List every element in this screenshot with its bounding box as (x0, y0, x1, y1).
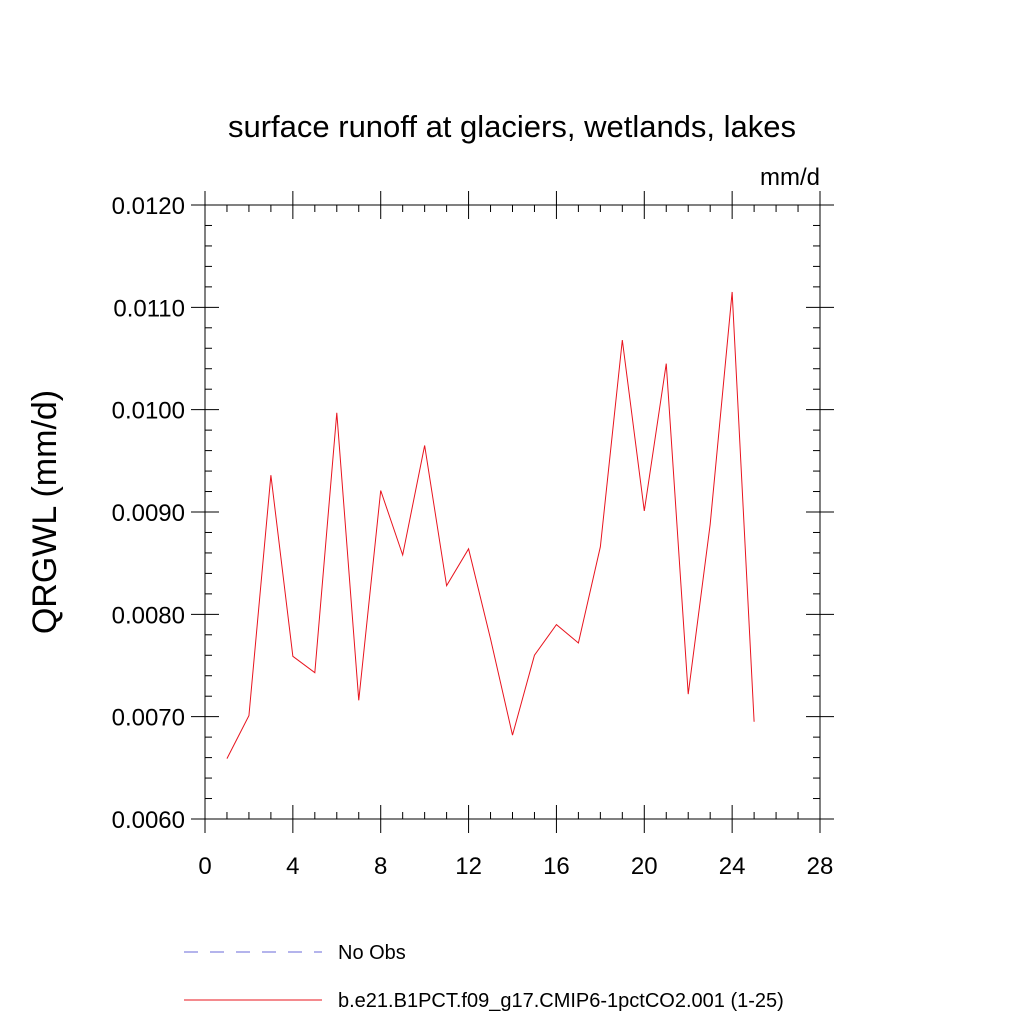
y-tick-label: 0.0090 (112, 500, 185, 527)
legend-label: b.e21.B1PCT.f09_g17.CMIP6-1pctCO2.001 (1… (338, 990, 784, 1012)
x-tick-label: 16 (543, 853, 570, 880)
y-axis-label: QRGWL (mm/d) (26, 390, 64, 634)
y-tick-label: 0.0120 (112, 193, 185, 220)
legend-label: No Obs (338, 942, 406, 964)
minor-ticks (205, 205, 820, 819)
y-tick-labels: 0.0060 0.0070 0.0080 0.0090 0.0100 0.0110 0.01… (112, 193, 185, 834)
x-tick-label: 4 (286, 853, 299, 880)
series-group (226, 291, 755, 759)
x-tick-labels: 0 4 8 12 16 20 24 28 (198, 853, 833, 880)
y-tick-label: 0.0100 (112, 398, 185, 425)
x-tick-label: 12 (455, 853, 482, 880)
y-tick-label: 0.0080 (112, 602, 185, 629)
plot-frame (204, 204, 821, 820)
units-label: mm/d (760, 164, 820, 191)
x-tick-label: 8 (374, 853, 387, 880)
x-tick-label: 20 (631, 853, 658, 880)
major-ticks (191, 191, 834, 833)
x-tick-label: 28 (807, 853, 834, 880)
y-tick-label: 0.0070 (112, 705, 185, 732)
y-tick-label: 0.0110 (113, 295, 185, 322)
x-tick-label: 24 (719, 853, 746, 880)
series-line (226, 291, 755, 759)
legend: No Obs b.e21.B1PCT.f09_g17.CMIP6-1pctCO2.… (184, 942, 784, 1012)
y-tick-label: 0.0060 (112, 807, 185, 834)
chart-title: surface runoff at glaciers, wetlands, la… (228, 109, 796, 144)
x-tick-label: 0 (198, 853, 211, 880)
